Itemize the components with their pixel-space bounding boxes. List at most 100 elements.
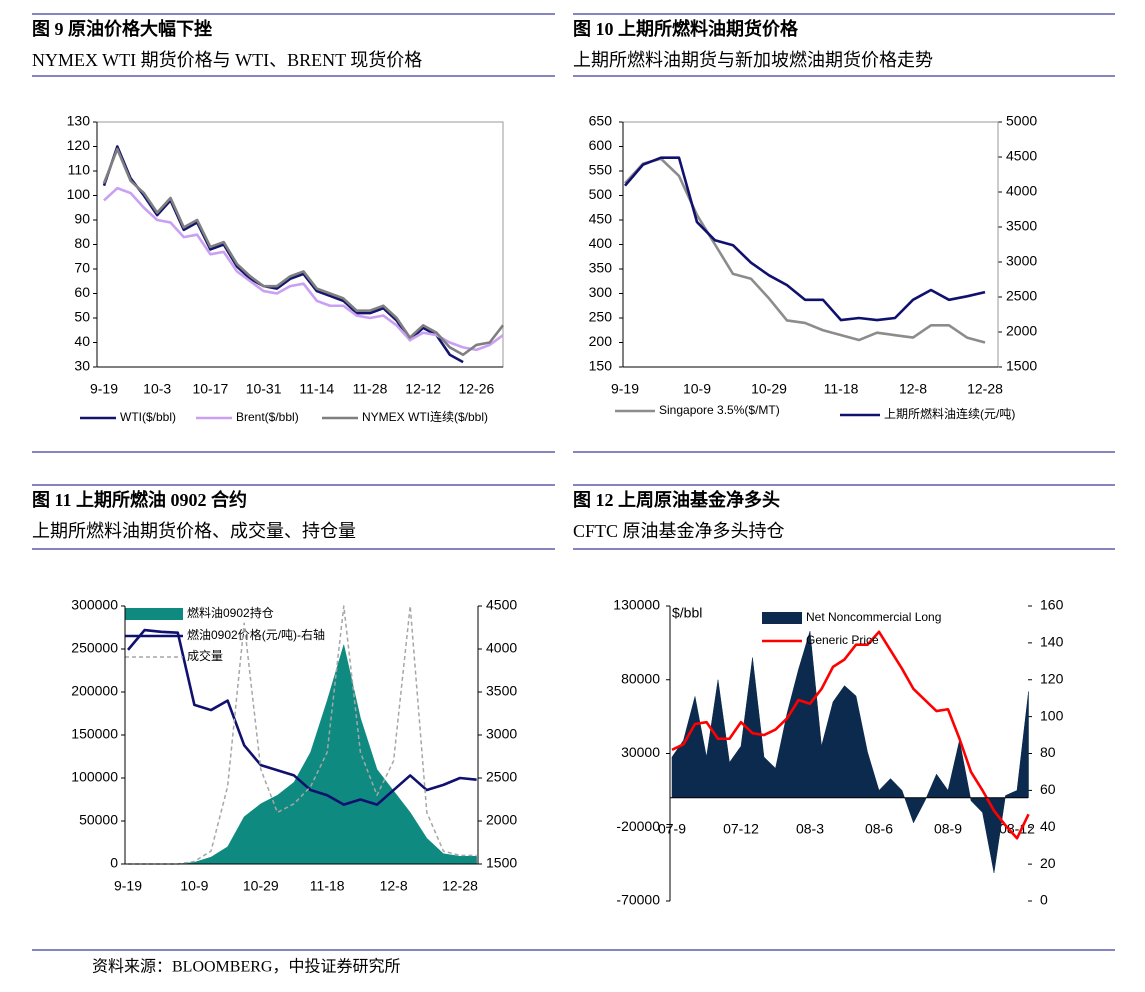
y-tick-label: 50	[74, 309, 90, 325]
figure-title: 图 11 上期所燃油 0902 合约	[32, 489, 247, 510]
x-tick-label: 08-9	[934, 821, 962, 837]
chart: 图 12 上周原油基金净多头 CFTC 原油基金净多头持仓 $/bbl -70000 -…	[573, 489, 1064, 908]
y-tick-label: 0	[110, 855, 118, 871]
y-tick-label: 50000	[79, 812, 118, 828]
legend-label: NYMEX WTI连续($/bbl)	[362, 409, 488, 424]
x-tick-label: 11-14	[299, 381, 334, 397]
y-tick-label: 90	[74, 211, 90, 227]
x-tick-label: 12-8	[380, 878, 408, 894]
line	[102, 147, 505, 357]
x-tick-label: 9-19	[611, 381, 639, 397]
figure-title: 图 9 原油价格大幅下挫	[32, 18, 212, 39]
y-tick-label: 130	[67, 113, 91, 129]
x-tick-label: 08-12	[999, 821, 1035, 837]
x-tick-label: 12-12	[405, 381, 441, 397]
line	[671, 630, 1030, 840]
y-tick-label: 450	[589, 211, 613, 227]
y2-tick-label: 3500	[1006, 218, 1037, 234]
y2-tick-label: 4000	[1006, 183, 1037, 199]
x-tick-label: 10-9	[683, 381, 711, 397]
legend-label: Generic Price	[806, 633, 879, 647]
x-tick-label: 10-29	[751, 381, 787, 397]
y-tick-label: 80000	[621, 670, 660, 686]
legend-swatch	[125, 608, 183, 620]
y-tick-label: 650	[589, 113, 613, 129]
y2-tick-label: 2000	[486, 812, 517, 828]
legend-label: 燃料油0902持仓	[187, 605, 274, 620]
area	[671, 631, 1029, 874]
y-axis-label: $/bbl	[672, 605, 702, 621]
figure-title: 图 12 上周原油基金净多头	[573, 489, 780, 510]
area	[128, 643, 477, 865]
y2-tick-label: 3000	[1006, 253, 1037, 269]
figure-subtitle: NYMEX WTI 期货价格与 WTI、BRENT 现货价格	[32, 50, 422, 70]
y-tick-label: 30000	[621, 744, 660, 760]
y2-tick-label: 3500	[486, 683, 517, 699]
y2-tick-label: 4000	[486, 640, 517, 656]
legend-label: 燃油0902价格(元/吨)-右轴	[187, 627, 325, 642]
y2-tick-label: 80	[1040, 744, 1056, 760]
y-tick-label: -70000	[616, 892, 660, 908]
y2-tick-label: 2500	[1006, 288, 1037, 304]
legend-label: WTI($/bbl)	[120, 410, 176, 424]
x-tick-label: 10-31	[246, 381, 282, 397]
y-tick-label: 200000	[71, 683, 118, 699]
y2-tick-label: 4500	[1006, 148, 1037, 164]
x-tick-label: 07-12	[723, 821, 759, 837]
y2-tick-label: 60	[1040, 781, 1056, 797]
y2-tick-label: 100	[1040, 707, 1064, 723]
x-tick-label: 12-26	[458, 381, 494, 397]
y-tick-label: 120	[67, 137, 91, 153]
x-tick-label: 12-28	[967, 381, 1003, 397]
source-note: 资料来源：BLOOMBERG，中投证券研究所	[92, 958, 400, 976]
x-tick-label: 11-18	[310, 878, 345, 894]
x-tick-label: 07-9	[658, 821, 686, 837]
y2-tick-label: 40	[1040, 818, 1056, 834]
y2-tick-label: 0	[1040, 892, 1048, 908]
y2-tick-label: 2500	[486, 769, 517, 785]
chart: 图 9 原油价格大幅下挫 NYMEX WTI 期货价格与 WTI、BRENT 现货…	[32, 18, 505, 424]
legend-label: Singapore 3.5%($/MT)	[659, 403, 780, 417]
x-tick-label: 10-29	[243, 878, 279, 894]
x-tick-label: 12-28	[442, 878, 478, 894]
x-tick-label: 08-6	[865, 821, 893, 837]
line	[127, 628, 477, 806]
x-tick-label: 10-17	[192, 381, 228, 397]
legend-label: 成交量	[187, 648, 223, 663]
y2-tick-label: 1500	[486, 855, 517, 871]
line	[103, 186, 504, 352]
y-tick-label: 100000	[71, 769, 118, 785]
y2-tick-label: 120	[1040, 670, 1064, 686]
x-tick-label: 08-3	[796, 821, 824, 837]
y-tick-label: 30	[74, 358, 90, 374]
y-tick-label: 110	[68, 162, 91, 178]
y-tick-label: 550	[589, 162, 613, 178]
y-tick-label: 200	[589, 333, 613, 349]
y-tick-label: -20000	[616, 818, 660, 834]
figure-subtitle: 上期所燃料油期货与新加坡燃油期货价格走势	[573, 50, 933, 70]
plot-frame	[96, 121, 504, 368]
y2-tick-label: 2000	[1006, 323, 1037, 339]
legend-label: Net Noncommercial Long	[806, 610, 941, 624]
line	[624, 156, 986, 322]
x-tick-label: 10-9	[180, 878, 208, 894]
x-tick-label: 11-28	[353, 381, 388, 397]
x-tick-label: 9-19	[90, 381, 118, 397]
y2-tick-label: 5000	[1006, 113, 1037, 129]
y-tick-label: 250	[589, 309, 613, 325]
x-tick-label: 11-18	[824, 381, 859, 397]
y-tick-label: 250000	[71, 640, 118, 656]
x-tick-label: 10-3	[143, 381, 171, 397]
rules	[32, 13, 1115, 951]
y-tick-label: 500	[589, 186, 613, 202]
y-tick-label: 70	[74, 260, 90, 276]
y-tick-label: 100	[67, 186, 91, 202]
x-tick-label: 12-8	[899, 381, 927, 397]
y-tick-label: 60	[74, 284, 90, 300]
y-tick-label: 150000	[71, 726, 118, 742]
y-tick-label: 400	[589, 235, 613, 251]
y2-tick-label: 20	[1040, 855, 1056, 871]
